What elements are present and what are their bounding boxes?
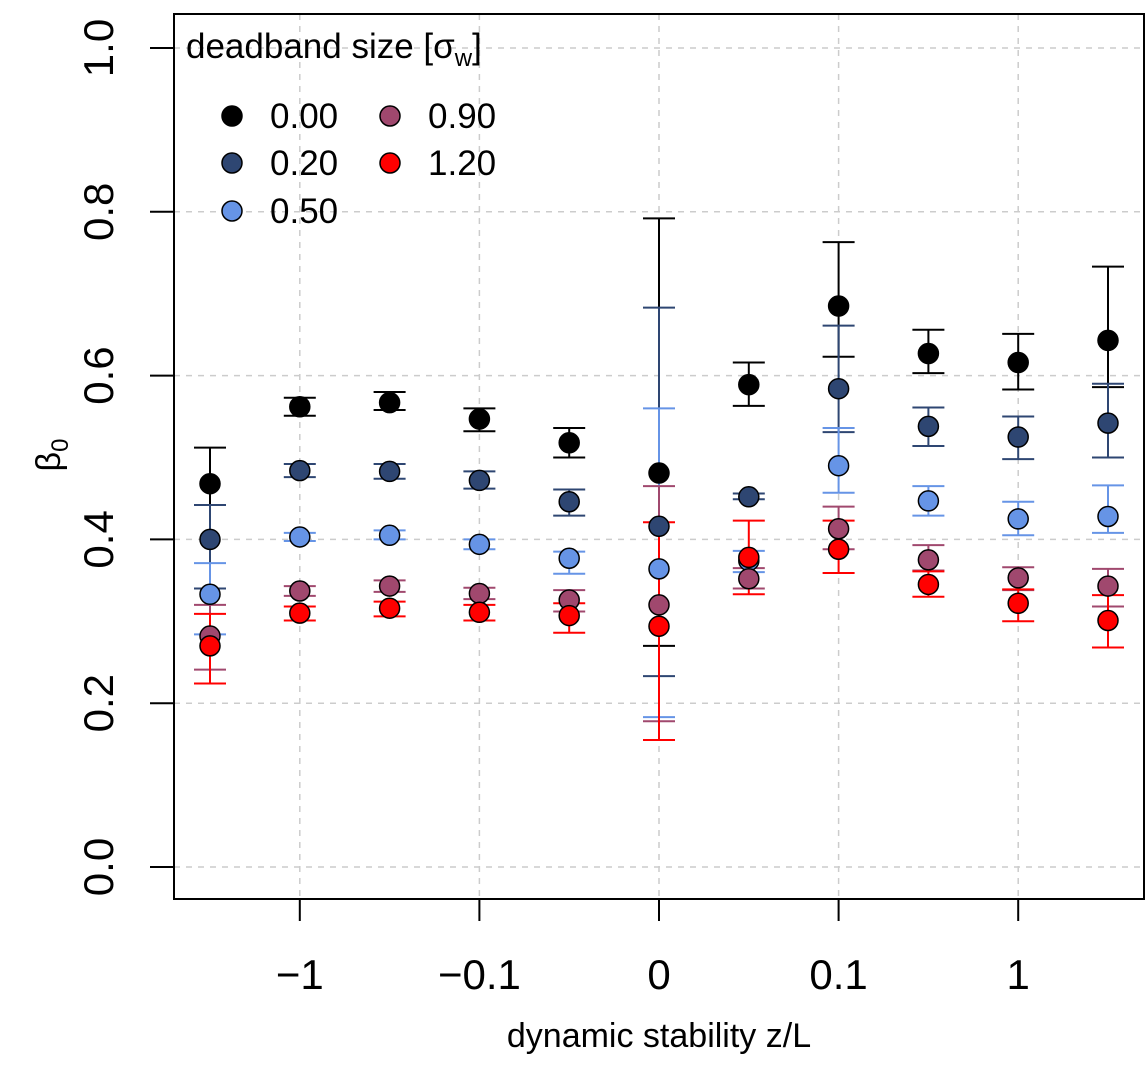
data-point <box>738 546 760 569</box>
data-point <box>378 524 401 547</box>
data-point <box>827 454 850 477</box>
data-point <box>1007 592 1029 615</box>
data-point <box>648 462 670 484</box>
data-point <box>1007 426 1029 448</box>
data-point <box>289 526 311 548</box>
data-point <box>917 415 940 438</box>
data-point <box>199 583 221 606</box>
x-tick-label: 0.1 <box>809 951 867 998</box>
data-point <box>1097 329 1119 352</box>
data-point <box>199 635 221 657</box>
data-point <box>289 602 311 624</box>
legend-label: 0.00 <box>270 97 338 136</box>
data-point <box>917 573 940 596</box>
data-point <box>558 432 580 454</box>
data-point <box>648 615 670 637</box>
y-tick-label: 0.2 <box>75 674 122 732</box>
data-point <box>289 580 311 602</box>
data-point <box>1097 575 1119 597</box>
data-point <box>378 597 401 619</box>
data-point <box>827 377 850 400</box>
data-point <box>558 604 580 627</box>
data-point <box>1097 609 1119 632</box>
x-tick-label: 0 <box>647 951 670 998</box>
data-point <box>1007 508 1029 530</box>
grid <box>174 14 1144 899</box>
data-point <box>289 395 311 418</box>
data-point <box>738 486 760 508</box>
legend-marker <box>379 152 401 174</box>
legend-label: 0.20 <box>270 144 338 183</box>
data-point <box>917 490 940 512</box>
data-point <box>738 373 760 396</box>
plot-frame <box>173 13 1145 900</box>
legend-marker <box>221 152 243 174</box>
data-point <box>468 469 491 492</box>
axis-ticks: 0.0 0.2 0.4 0.6 0.8 1.0 −1 −0.1 0 0.1 1 <box>75 19 1030 998</box>
x-tick-label: 1 <box>1007 951 1030 998</box>
y-tick-label: 0.6 <box>75 346 122 404</box>
x-axis-label: dynamic stability z/L <box>507 1017 811 1055</box>
data-point <box>648 594 670 616</box>
data-point <box>917 549 940 571</box>
legend-label: 0.90 <box>428 97 496 136</box>
data-point <box>827 538 850 560</box>
legend-title: deadband size [σw] <box>186 27 482 72</box>
data-point <box>378 391 401 414</box>
data-point <box>468 533 491 556</box>
x-tick-label: −1 <box>276 951 324 998</box>
y-tick-label: 0.8 <box>75 183 122 241</box>
data-point <box>289 459 311 482</box>
data-point <box>558 547 580 569</box>
data-point <box>1097 505 1119 528</box>
x-tick-label: −0.1 <box>438 951 521 998</box>
data-point <box>378 460 401 483</box>
data-point <box>378 575 401 597</box>
legend-marker <box>221 105 243 127</box>
data-point <box>1007 567 1029 589</box>
data-point <box>558 490 580 513</box>
data-point <box>468 582 491 605</box>
legend-marker <box>379 105 401 127</box>
data-point <box>648 558 670 580</box>
legend-label: 0.50 <box>270 192 338 231</box>
legend: deadband size [σw] 0.00 0.20 0.50 0.90 1.20 <box>186 27 496 231</box>
data-point <box>468 408 491 430</box>
data-point <box>648 515 670 538</box>
error-bar <box>1092 265 1124 389</box>
data-point <box>917 342 940 365</box>
y-axis-label: β0 <box>30 439 74 472</box>
y-tick-label: 0.4 <box>75 510 122 568</box>
data-point <box>827 518 850 540</box>
data-point <box>738 567 760 590</box>
y-tick-label: 1.0 <box>75 19 122 77</box>
legend-marker <box>221 200 243 222</box>
data-point <box>468 601 491 624</box>
data-point <box>827 295 850 317</box>
data-point <box>1097 412 1119 434</box>
data-point <box>199 472 221 495</box>
legend-label: 1.20 <box>428 144 496 183</box>
data-point <box>1007 351 1029 374</box>
y-tick-label: 0.0 <box>75 838 122 896</box>
data-point <box>199 528 221 551</box>
data-points <box>199 295 1119 657</box>
